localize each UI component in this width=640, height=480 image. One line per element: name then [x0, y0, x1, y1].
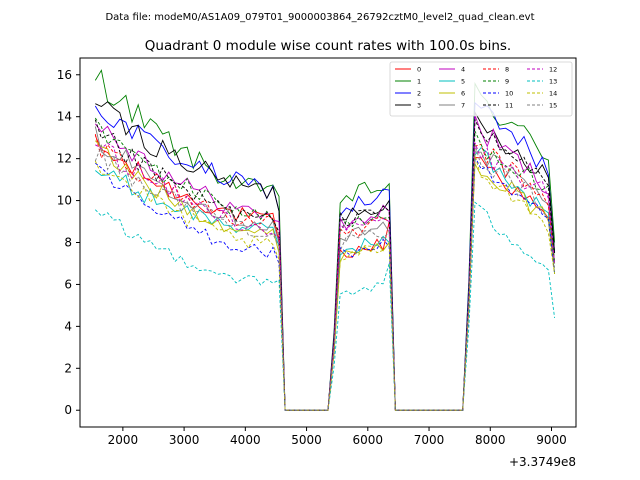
series-line-4: [94, 115, 556, 411]
x-tick-label: 7000: [414, 433, 445, 447]
legend-label-15: 15: [549, 102, 557, 110]
y-tick-label: 8: [64, 236, 72, 250]
y-tick-label: 10: [57, 194, 72, 208]
y-tick-label: 2: [64, 361, 72, 375]
series-line-0: [94, 135, 556, 411]
legend-label-2: 2: [417, 90, 421, 98]
x-tick-label: 2000: [108, 433, 139, 447]
legend-label-6: 6: [461, 90, 465, 98]
legend-label-5: 5: [461, 78, 465, 86]
x-tick-label: 5000: [291, 433, 322, 447]
series-line-9: [94, 117, 556, 411]
legend-label-13: 13: [549, 78, 557, 86]
legend-label-8: 8: [505, 66, 509, 74]
series-line-14: [94, 155, 556, 411]
series-line-7: [94, 126, 556, 411]
x-tick-label: 4000: [230, 433, 261, 447]
legend-box: [389, 61, 573, 117]
y-tick-label: 12: [57, 152, 72, 166]
suptitle: Data file: modeM0/AS1A09_079T01_90000038…: [105, 12, 534, 23]
legend-label-10: 10: [505, 90, 513, 98]
series-line-1: [94, 69, 556, 411]
y-axis: 0 2 4 6 8 10 12 14 16: [57, 68, 80, 417]
series-line-2: [94, 101, 556, 411]
legend-label-0: 0: [417, 66, 421, 74]
y-tick-label: 16: [57, 68, 72, 82]
series-line-13: [94, 201, 556, 411]
x-tick-label: 3000: [169, 433, 200, 447]
legend-label-12: 12: [549, 66, 557, 74]
x-axis: 2000 3000 4000 5000 6000 7000 8000 9000: [108, 427, 567, 447]
legend-label-14: 14: [549, 90, 557, 98]
x-offset-label: +3.3749e8: [509, 455, 576, 469]
series-line-11: [94, 119, 556, 411]
x-tick-label: 8000: [475, 433, 506, 447]
series-line-12: [95, 142, 556, 411]
series-line-8: [94, 133, 556, 411]
plot-area: [94, 69, 556, 411]
y-tick-label: 0: [64, 403, 72, 417]
y-tick-label: 14: [57, 110, 72, 124]
legend-label-3: 3: [417, 102, 421, 110]
x-tick-label: 9000: [536, 433, 567, 447]
chart-title: Quadrant 0 module wise count rates with …: [145, 38, 511, 54]
x-tick-label: 6000: [353, 433, 384, 447]
legend-label-7: 7: [461, 102, 465, 110]
legend-label-9: 9: [505, 78, 509, 86]
legend-label-1: 1: [417, 78, 421, 86]
legend-label-4: 4: [461, 66, 465, 74]
series-line-10: [95, 156, 556, 411]
legend-label-11: 11: [505, 102, 513, 110]
y-tick-label: 6: [64, 277, 72, 291]
series-line-5: [95, 147, 556, 411]
series-line-15: [94, 144, 556, 411]
y-tick-label: 4: [64, 319, 72, 333]
